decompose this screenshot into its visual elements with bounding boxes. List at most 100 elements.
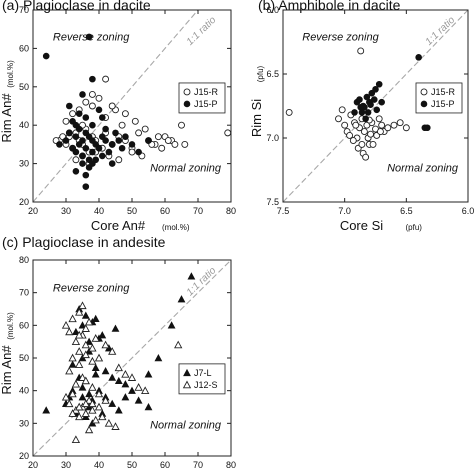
point-j12-s (75, 412, 84, 421)
point-j15-p (66, 102, 73, 110)
x-axis-label: Core An# (91, 472, 146, 474)
y-tick-label: 70 (19, 288, 29, 298)
point-j12-s (88, 383, 97, 391)
point-j12-s (65, 327, 74, 336)
point-j15-p (95, 144, 103, 152)
point-j7-l (167, 321, 176, 329)
point-j15-r (95, 94, 103, 102)
legend-marker-j15-p (420, 100, 428, 108)
point-j12-s (81, 409, 90, 417)
point-j15-p (99, 114, 106, 121)
point-j15-p (42, 52, 50, 60)
point-j15-r (349, 137, 357, 145)
point-j15-r (346, 131, 354, 139)
point-j7-l (108, 373, 117, 381)
point-j12-s (101, 340, 110, 349)
point-j15-p (75, 110, 83, 117)
data-points (42, 33, 231, 190)
point-j15-p (115, 137, 123, 144)
x-axis-unit: (mol.%) (162, 223, 190, 232)
point-j12-s (104, 418, 114, 427)
x-tick-label: 7.5 (277, 206, 290, 216)
y-tick-label: 40 (19, 386, 29, 396)
point-j15-r (88, 91, 96, 98)
point-j12-s (65, 399, 74, 408)
y-axis-label: Rim An# (0, 345, 14, 395)
point-j15-p (372, 86, 379, 93)
point-j15-r (402, 124, 410, 132)
legend-label-j15-r: J15-R (194, 87, 219, 97)
point-j12-s (88, 356, 97, 365)
point-j12-s (65, 366, 74, 375)
point-j12-s (94, 353, 104, 362)
point-j7-l (91, 363, 100, 371)
point-j7-l (85, 389, 94, 398)
point-j15-r (378, 121, 386, 129)
x-axis-label: Core Si (340, 218, 383, 233)
x-tick-label: 6.5 (400, 206, 413, 216)
point-j7-l (121, 393, 130, 401)
point-j15-r (224, 129, 231, 137)
point-j15-p (367, 101, 374, 109)
point-j15-p (62, 137, 70, 144)
point-j15-p (82, 144, 90, 152)
y-tick-label: 6.0 (266, 5, 279, 15)
point-j15-r (128, 148, 136, 156)
y-tick-label: 80 (19, 255, 29, 265)
point-j12-s (111, 422, 120, 430)
panel-title: (b) Amphibole in dacite (258, 0, 401, 13)
legend-label-j15-p: J15-P (431, 99, 455, 109)
point-j15-r (396, 119, 404, 127)
point-j15-p (108, 141, 116, 148)
point-j15-p (135, 148, 142, 156)
point-j12-s (75, 347, 84, 355)
point-j15-p (79, 160, 86, 167)
x-tick-label: 6.0 (462, 206, 474, 216)
point-j12-s (81, 350, 90, 359)
point-j7-l (144, 370, 153, 378)
point-j15-p (72, 148, 80, 156)
point-j15-r (108, 102, 116, 110)
point-j15-p (82, 114, 90, 121)
point-j15-r (360, 128, 368, 136)
point-j7-l (71, 327, 80, 336)
x-axis-unit: (pfu) (406, 223, 423, 232)
point-j7-l (108, 399, 117, 407)
point-j15-r (171, 140, 179, 148)
point-j15-p (351, 109, 358, 116)
point-j15-p (72, 167, 80, 175)
point-j15-r (62, 117, 70, 125)
point-j15-r (141, 125, 149, 133)
point-j15-p (66, 129, 73, 137)
y-tick-label: 7.5 (266, 197, 279, 207)
point-j15-r (121, 110, 129, 118)
x-tick-label: 7.0 (338, 206, 351, 216)
point-j12-s (61, 392, 71, 401)
point-j7-l (128, 386, 136, 394)
point-j15-p (85, 33, 93, 41)
point-j7-l (177, 295, 186, 303)
point-j15-p (375, 80, 383, 88)
point-j12-s (108, 347, 117, 355)
point-j7-l (81, 311, 90, 319)
x-tick-label: 30 (61, 206, 71, 216)
point-j15-r (357, 47, 365, 55)
point-j12-s (134, 383, 143, 391)
point-j15-r (335, 115, 342, 123)
point-j7-l (111, 324, 120, 332)
point-j7-l (68, 360, 77, 368)
point-j15-r (341, 121, 349, 129)
point-j12-s (71, 379, 81, 388)
point-j15-r (390, 121, 398, 129)
point-j15-p (95, 106, 103, 114)
point-j15-r (369, 140, 377, 148)
y-tick-label: 30 (19, 418, 29, 428)
point-j15-p (105, 148, 113, 156)
point-j12-s (68, 389, 77, 398)
legend-label-j12-s: J12-S (194, 380, 218, 390)
point-j15-r (178, 121, 185, 129)
x-tick-label: 20 (28, 460, 38, 470)
x-axis-label: Core An# (91, 218, 146, 233)
point-j12-s (81, 399, 90, 408)
